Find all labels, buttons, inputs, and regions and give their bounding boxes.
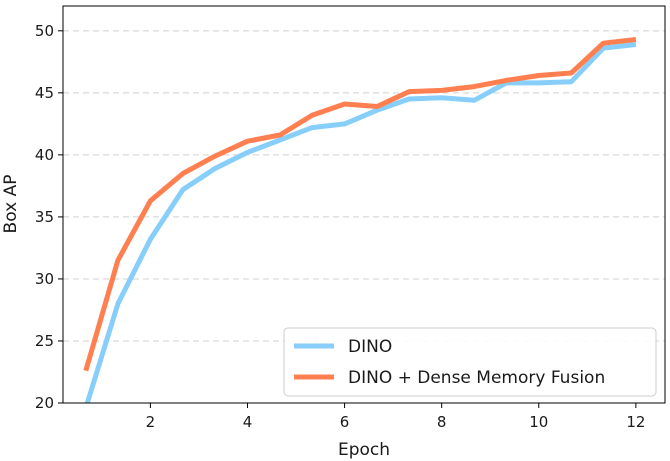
plot-frame [62, 5, 666, 404]
y-tick-label: 50 [35, 22, 54, 40]
y-tick-label: 35 [35, 208, 54, 226]
legend-label-dino: DINO [348, 337, 392, 357]
y-tick-label: 30 [35, 270, 54, 288]
x-tick-label: 10 [529, 413, 548, 431]
x-axis-label: Epoch [338, 440, 390, 460]
y-tick-label: 20 [35, 394, 54, 412]
series-layer [83, 37, 637, 403]
x-tick-label: 4 [243, 413, 253, 431]
x-tick-label: 6 [340, 413, 350, 431]
legend-box [283, 327, 657, 397]
x-tick-label: 8 [437, 413, 447, 431]
y-axis-label: Box AP [1, 175, 21, 234]
legend-label-dino-dense-memory-fusion: DINO + Dense Memory Fusion [348, 368, 605, 388]
x-tick-label: 12 [626, 413, 645, 431]
y-tick-label: 40 [35, 146, 54, 164]
series-line-dino-dense-memory-fusion [83, 37, 637, 372]
y-tick-label: 25 [35, 332, 54, 350]
x-axis-ticks: 2 4 6 8 10 12 [146, 403, 645, 431]
x-tick-label: 2 [146, 413, 156, 431]
y-axis-ticks: 20 25 30 35 40 45 50 [35, 22, 63, 412]
y-tick-label: 45 [35, 84, 54, 102]
series-line-dino [84, 42, 637, 403]
legend: DINO DINO + Dense Memory Fusion [283, 327, 657, 397]
